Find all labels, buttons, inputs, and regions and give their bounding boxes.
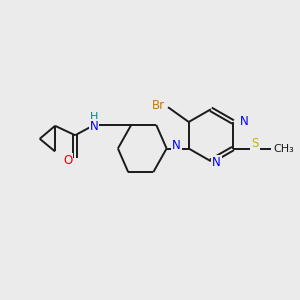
Text: N: N: [212, 156, 221, 169]
Text: N: N: [90, 120, 99, 133]
Text: H: H: [90, 112, 98, 122]
Text: O: O: [63, 154, 72, 167]
Text: Br: Br: [152, 99, 164, 112]
Text: N: N: [239, 116, 248, 128]
Text: CH₃: CH₃: [274, 143, 294, 154]
Text: S: S: [251, 137, 259, 150]
Text: N: N: [172, 139, 181, 152]
